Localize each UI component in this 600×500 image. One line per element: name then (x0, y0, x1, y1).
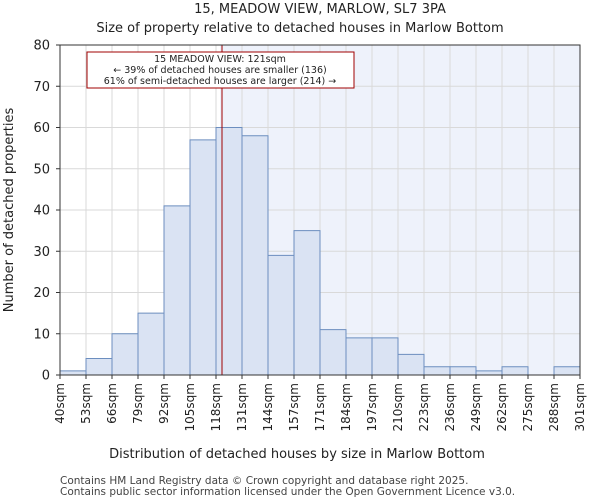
y-tick-label: 0 (42, 369, 50, 384)
bar-53sqm (85, 358, 113, 376)
chart-subtitle: Size of property relative to detached ho… (96, 21, 503, 36)
bar-40sqm (59, 370, 87, 376)
annotation-line-3: 61% of semi-detached houses are larger (… (104, 76, 337, 87)
y-tick-label: 20 (33, 286, 50, 301)
x-tick-label: 301sqm (573, 383, 587, 431)
y-tick-label: 40 (33, 204, 50, 219)
y-tick-label: 70 (33, 80, 50, 95)
x-tick-label: 53sqm (79, 383, 93, 424)
x-axis-label: Distribution of detached houses by size … (109, 447, 485, 462)
x-tick-label: 288sqm (547, 383, 561, 431)
bar-223sqm (423, 366, 451, 376)
x-tick-label: 249sqm (469, 383, 483, 431)
bar-131sqm (241, 135, 269, 376)
x-tick-label: 184sqm (339, 383, 353, 431)
annotation-frame (86, 51, 355, 89)
x-tick-label: 262sqm (495, 383, 509, 431)
annotation-line-2: ← 39% of detached houses are smaller (13… (113, 65, 326, 76)
y-axis-ticks: 0 10 20 30 40 50 60 70 80 (33, 39, 60, 384)
bar-157sqm (293, 230, 321, 376)
x-tick-label: 236sqm (443, 383, 457, 431)
y-tick-label: 80 (33, 39, 50, 54)
bar-144sqm (267, 254, 295, 376)
chart-title: 15, MEADOW VIEW, MARLOW, SL7 3PA (194, 2, 446, 17)
x-tick-label: 92sqm (157, 383, 171, 424)
y-tick-label: 30 (33, 245, 50, 260)
bar-288sqm (553, 366, 581, 376)
bar-262sqm (501, 366, 529, 376)
y-tick-label: 60 (33, 121, 50, 136)
x-tick-label: 157sqm (287, 383, 301, 431)
bar-66sqm (111, 333, 139, 376)
bar-184sqm (345, 337, 373, 376)
y-tick-label: 50 (33, 162, 50, 177)
x-tick-label: 144sqm (261, 383, 275, 431)
bar-236sqm (449, 366, 477, 376)
x-tick-label: 66sqm (105, 383, 119, 424)
y-axis-label: Number of detached properties (2, 108, 17, 313)
x-tick-label: 131sqm (235, 383, 249, 431)
bar-92sqm (163, 205, 191, 376)
x-tick-label: 210sqm (391, 383, 405, 431)
footer-line-2: Contains public sector information licen… (60, 486, 515, 498)
x-tick-label: 118sqm (209, 383, 223, 431)
x-tick-label: 223sqm (417, 383, 431, 431)
x-tick-label: 197sqm (365, 383, 379, 431)
bar-118sqm (215, 127, 243, 376)
bar-197sqm (371, 337, 399, 376)
x-axis-ticks: 40sqm 53sqm 66sqm 79sqm 92sqm 105sqm 118sqm 131… (53, 375, 587, 431)
bar-171sqm (319, 329, 347, 376)
annotation-line-1: 15 MEADOW VIEW: 121sqm (154, 54, 286, 65)
annotation-box: 15 MEADOW VIEW: 121sqm ← 39% of detached… (86, 51, 355, 89)
x-tick-label: 105sqm (183, 383, 197, 431)
bar-105sqm (189, 139, 217, 376)
bar-79sqm (137, 312, 165, 376)
x-tick-label: 79sqm (131, 383, 145, 424)
bar-210sqm (397, 353, 425, 376)
x-tick-label: 40sqm (53, 383, 67, 424)
x-tick-label: 171sqm (313, 383, 327, 431)
y-tick-label: 10 (33, 327, 50, 342)
bar-249sqm (475, 370, 503, 376)
x-tick-label: 275sqm (521, 383, 535, 431)
footer-line-1: Contains HM Land Registry data © Crown c… (60, 475, 468, 487)
